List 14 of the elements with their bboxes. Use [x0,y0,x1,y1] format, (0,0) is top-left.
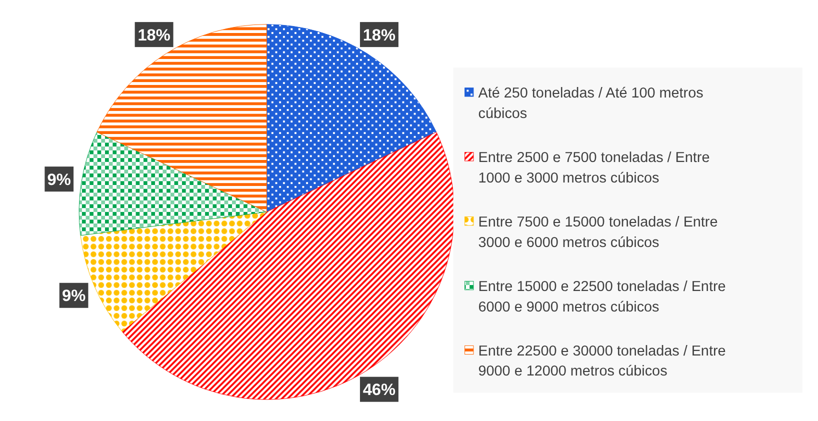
data-label: 9% [47,170,72,189]
legend-label: Entre 2500 e 7500 toneladas / Entre 1000 e 3000 metros cúbicos [478,150,710,186]
pie-slice [266,24,437,212]
data-label: 18% [362,26,396,44]
pie-slice [122,132,454,400]
pie-slice [96,24,267,212]
data-label: 46% [362,381,396,400]
data-label: 9% [62,287,86,306]
legend-label: Entre 22500 e 30000 toneladas / Entre 9000 e 12000 metros cúbicos [478,344,726,380]
data-label: 18% [138,26,171,44]
legend-label: Entre 15000 e 22500 toneladas / Entre 6000 e 9000 metros cúbicos [478,279,726,316]
legend-label: Entre 7500 e 15000 toneladas / Entre 3000 e 6000 metros cúbicos [478,214,718,251]
legend-label: Até 250 toneladas / Até 100 metros cúbicos [478,86,704,122]
pie-slice [78,132,267,236]
